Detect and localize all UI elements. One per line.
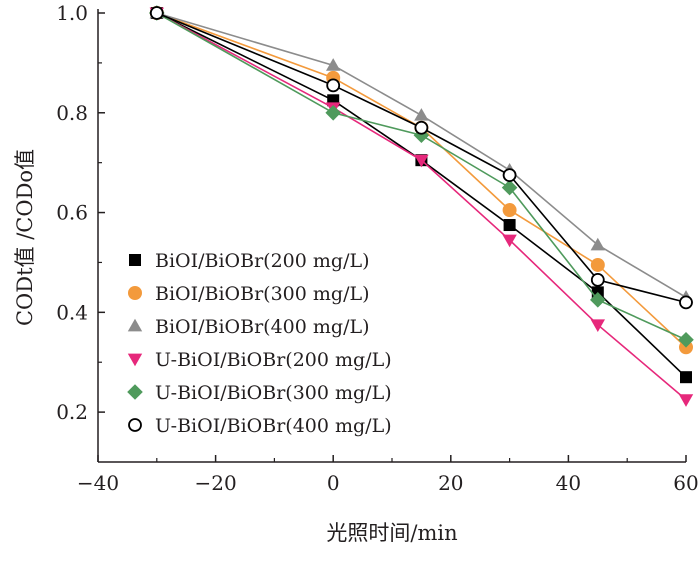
x-tick-label: 60 bbox=[673, 471, 698, 495]
data-point bbox=[502, 203, 517, 218]
series-6 bbox=[149, 6, 693, 310]
tick-labels: −40 −20 0 20 40 60 0.2 0.4 0.6 0.8 1.0 bbox=[56, 1, 699, 495]
legend-label: U-BiOI/BiOBr(400 mg/L) bbox=[155, 415, 392, 437]
data-point bbox=[326, 78, 341, 93]
data-point bbox=[590, 257, 605, 272]
legend-item: U-BiOI/BiOBr(200 mg/L) bbox=[127, 349, 392, 371]
y-tick-label: 0.4 bbox=[56, 300, 88, 324]
legend-item: BiOI/BiOBr(400 mg/L) bbox=[127, 316, 370, 338]
data-point bbox=[678, 394, 694, 407]
y-tick-label: 0.2 bbox=[56, 400, 88, 424]
series-line bbox=[156, 12, 687, 299]
x-tick-label: −20 bbox=[194, 471, 236, 495]
legend-label: U-BiOI/BiOBr(300 mg/L) bbox=[155, 382, 392, 404]
data-point bbox=[149, 6, 164, 20]
data-point bbox=[413, 127, 430, 144]
plot-frame bbox=[97, 9, 687, 463]
y-axis-title: CODt值 /CODo值 bbox=[13, 149, 37, 326]
data-point bbox=[590, 237, 605, 251]
x-tick-label: −40 bbox=[77, 471, 119, 495]
legend-item: BiOI/BiOBr(300 mg/L) bbox=[128, 283, 370, 305]
legend-marker bbox=[128, 286, 142, 300]
legend-marker bbox=[127, 353, 143, 367]
x-axis-title: 光照时间/min bbox=[326, 521, 457, 545]
y-tick-label: 1.0 bbox=[56, 1, 88, 25]
x-tick-label: 40 bbox=[556, 471, 581, 495]
data-point bbox=[590, 319, 605, 333]
data-point bbox=[326, 58, 341, 71]
series-line bbox=[156, 12, 687, 348]
data-point bbox=[678, 331, 694, 348]
data-point bbox=[414, 108, 429, 121]
data-point bbox=[414, 154, 429, 168]
data-point bbox=[325, 104, 341, 121]
legend-marker bbox=[127, 384, 143, 400]
data-point bbox=[414, 120, 429, 135]
data-point bbox=[503, 219, 516, 232]
data-point bbox=[501, 179, 518, 196]
data-point bbox=[679, 295, 693, 310]
legend-item: U-BiOI/BiOBr(300 mg/L) bbox=[127, 382, 392, 404]
data-point bbox=[680, 371, 692, 384]
legend-label: U-BiOI/BiOBr(200 mg/L) bbox=[155, 349, 392, 371]
legend: BiOI/BiOBr(200 mg/L) BiOI/BiOBr(300 mg/L)… bbox=[127, 250, 392, 437]
series-layer bbox=[149, 5, 694, 407]
legend-marker bbox=[129, 254, 141, 266]
series-line bbox=[156, 12, 687, 401]
legend-label: BiOI/BiOBr(300 mg/L) bbox=[155, 283, 370, 305]
x-tick-label: 0 bbox=[327, 471, 340, 495]
legend-item: U-BiOI/BiOBr(400 mg/L) bbox=[128, 415, 392, 437]
data-point bbox=[502, 168, 517, 183]
x-tick-label: 20 bbox=[438, 471, 463, 495]
legend-label: BiOI/BiOBr(400 mg/L) bbox=[155, 316, 370, 338]
legend-item: BiOI/BiOBr(200 mg/L) bbox=[129, 250, 370, 272]
series-5 bbox=[149, 5, 694, 348]
y-tick-label: 0.8 bbox=[56, 101, 88, 125]
series-line bbox=[156, 12, 687, 341]
series-line bbox=[156, 12, 687, 304]
data-point bbox=[590, 273, 605, 287]
series-4 bbox=[149, 7, 694, 407]
legend-marker bbox=[128, 418, 142, 432]
data-point bbox=[590, 292, 606, 308]
legend-marker bbox=[127, 318, 143, 332]
y-tick-label: 0.6 bbox=[56, 201, 88, 225]
legend-label: BiOI/BiOBr(200 mg/L) bbox=[155, 250, 370, 272]
data-point bbox=[502, 234, 517, 248]
